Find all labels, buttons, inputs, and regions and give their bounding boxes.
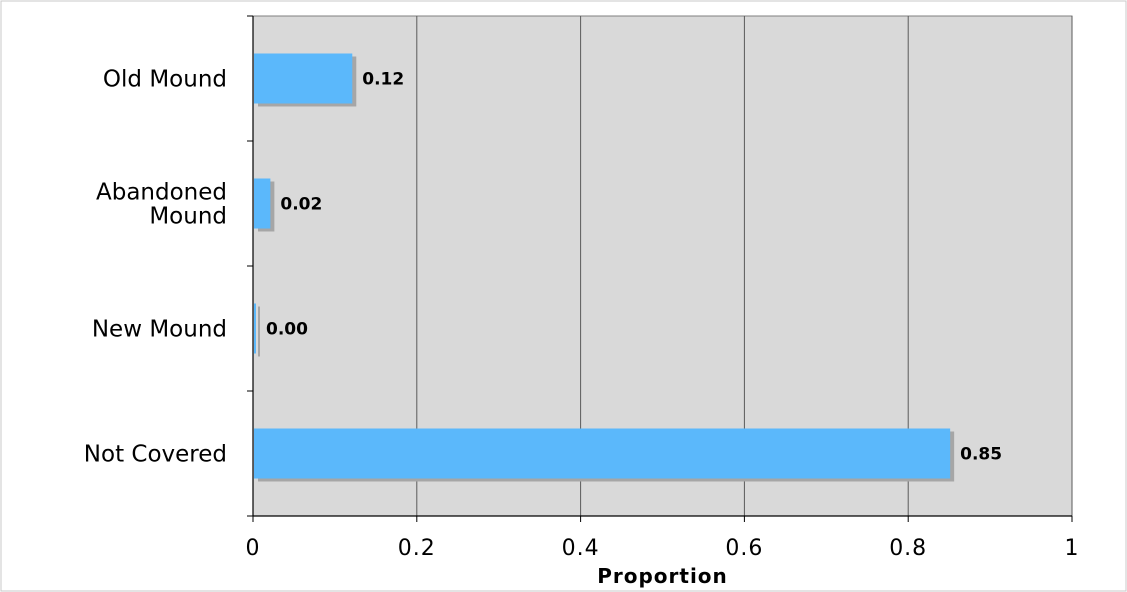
x-tick-label: 0.2	[398, 536, 436, 561]
bar-shadow	[258, 306, 260, 357]
x-tick-label: 1	[1065, 536, 1080, 561]
bar	[254, 178, 271, 229]
category-label: Not Covered	[84, 442, 227, 468]
bar	[254, 428, 951, 479]
category-label: Abandoned Mound	[96, 180, 227, 230]
x-tick-label: 0	[246, 536, 261, 561]
category-label: New Mound	[92, 317, 227, 343]
category-label: Old Mound	[103, 67, 227, 93]
x-tick-label: 0.6	[725, 536, 763, 561]
axes	[247, 15, 1073, 522]
bars	[254, 53, 955, 482]
x-tick-label: 0.8	[889, 536, 927, 561]
labels: 0 0.2 0.4 0.6 0.8 1 0.12 Old Mound 0.02 Abandoned…	[84, 67, 1080, 562]
bar-value-label: 0.00	[266, 320, 308, 340]
bar	[254, 53, 353, 104]
bar-value-label: 0.85	[960, 445, 1002, 465]
bar-value-label: 0.02	[280, 195, 322, 215]
x-axis-title: Proportion	[597, 564, 728, 588]
bar-value-label: 0.12	[362, 70, 404, 90]
x-tick-label: 0.4	[562, 536, 600, 561]
bar	[254, 303, 256, 354]
